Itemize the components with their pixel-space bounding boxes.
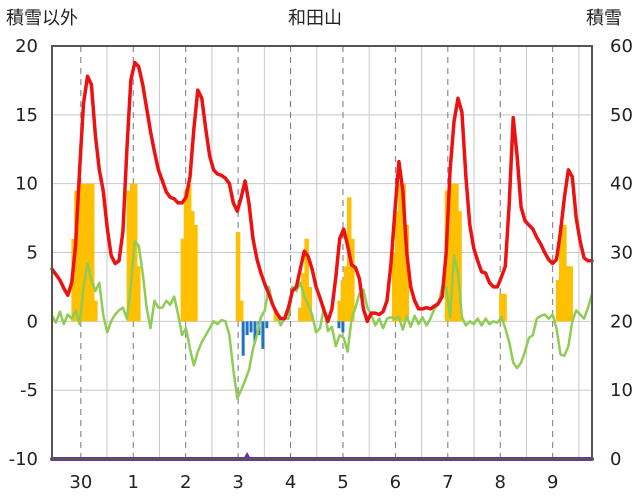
negative-bar <box>261 321 265 349</box>
precip-bar <box>499 293 504 322</box>
left-axis-title: 積雪以外 <box>6 8 78 29</box>
red-series-line <box>50 60 594 324</box>
precip-bar <box>193 224 198 322</box>
snow-marker <box>243 452 252 459</box>
precip-bar <box>238 300 244 322</box>
left-tick-label: 5 <box>27 243 38 264</box>
precip-bar <box>565 266 570 322</box>
x-tick-label: 9 <box>547 472 558 493</box>
precip-bar <box>454 183 459 322</box>
precip-bar <box>562 224 567 322</box>
left-tick-label: 20 <box>15 36 38 57</box>
precip-bar <box>555 280 561 322</box>
right-tick-label: 10 <box>610 380 633 401</box>
precip-bar <box>457 211 462 322</box>
x-tick-label: 7 <box>442 472 453 493</box>
x-tick-label: 30 <box>69 472 92 493</box>
left-tick-label: 10 <box>15 174 38 195</box>
left-tick-label: -10 <box>9 449 38 470</box>
precip-bar <box>502 293 507 322</box>
precip-bar <box>86 183 92 322</box>
left-tick-label: 15 <box>15 105 38 126</box>
x-tick-label: 6 <box>390 472 401 493</box>
precip-bar <box>77 183 82 322</box>
precip-bar <box>559 224 564 322</box>
precip-bar <box>180 238 186 322</box>
x-tick-label: 5 <box>337 472 348 493</box>
right-axis-title: 積雪 <box>586 8 622 29</box>
chart-title: 和田山 <box>288 8 342 29</box>
precip-bar <box>307 286 313 322</box>
negative-bar <box>265 321 269 329</box>
precip-bar <box>126 190 132 322</box>
negative-bar <box>341 321 345 333</box>
x-tick-label: 4 <box>285 472 296 493</box>
negative-bar <box>249 321 253 333</box>
right-tick-label: 60 <box>610 36 633 57</box>
precip-bar <box>304 238 309 322</box>
x-tick-label: 2 <box>180 472 191 493</box>
x-tick-label: 3 <box>232 472 243 493</box>
precip-bar <box>83 183 89 322</box>
precip-bar <box>451 183 456 322</box>
precip-bar <box>568 266 573 322</box>
left-tick-label: 0 <box>27 311 38 332</box>
precip-bar <box>447 183 453 322</box>
right-tick-label: 30 <box>610 243 633 264</box>
precip-bar <box>129 183 135 322</box>
negative-bar <box>337 321 341 329</box>
plot-frame <box>51 45 593 460</box>
precip-bar <box>401 183 406 322</box>
precip-bar <box>337 300 342 322</box>
precip-bar <box>183 190 189 322</box>
negative-bar <box>245 321 249 336</box>
precip-bar <box>398 183 403 322</box>
green-series-line <box>50 240 594 400</box>
precip-bar <box>186 183 192 322</box>
precip-bar <box>404 224 409 322</box>
precip-bar <box>190 211 195 322</box>
negative-bar <box>253 321 257 342</box>
negative-bar <box>241 321 245 356</box>
precip-bar <box>89 183 95 322</box>
precip-bar <box>350 238 355 322</box>
precip-bar <box>340 280 346 322</box>
right-tick-label: 50 <box>610 105 633 126</box>
left-tick-label: -5 <box>20 380 38 401</box>
precip-bar <box>298 307 303 322</box>
precip-bar <box>132 183 138 322</box>
right-tick-label: 20 <box>610 311 633 332</box>
right-tick-label: 0 <box>610 449 621 470</box>
precip-bar <box>343 266 349 322</box>
precip-bar <box>395 211 400 322</box>
precip-bar <box>136 266 141 322</box>
precip-bar <box>235 231 241 322</box>
precip-bar <box>391 252 397 322</box>
precip-bar <box>74 190 79 322</box>
precip-bar <box>80 183 85 322</box>
x-tick-label: 8 <box>495 472 506 493</box>
right-tick-label: 40 <box>610 174 633 195</box>
x-tick-label: 1 <box>128 472 139 493</box>
precip-bar <box>93 300 98 322</box>
